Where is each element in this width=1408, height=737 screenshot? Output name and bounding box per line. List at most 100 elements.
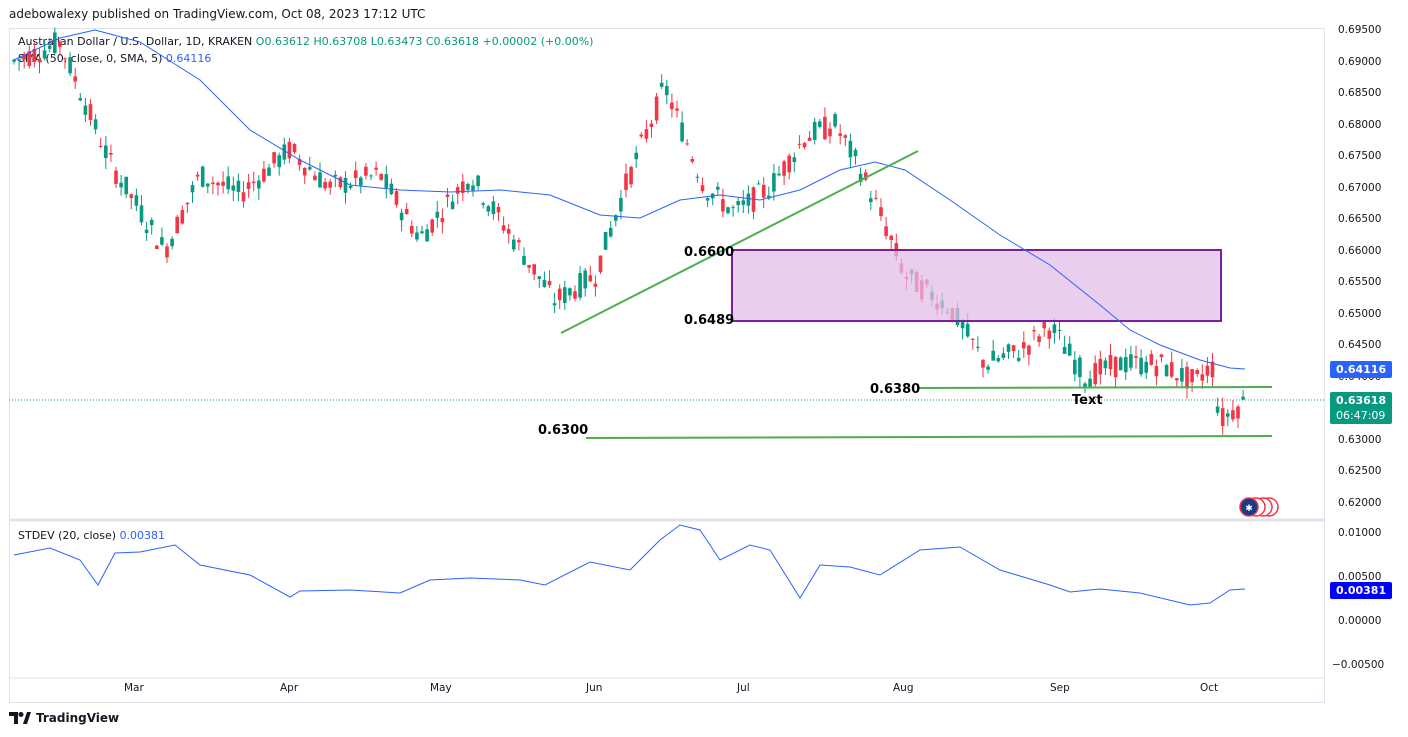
candle-body xyxy=(1022,342,1026,349)
bar-countdown: 06:47:09 xyxy=(1336,409,1386,422)
candle-body xyxy=(404,209,409,215)
candle-body xyxy=(1236,406,1240,419)
label-level-6300[interactable]: 0.6300 xyxy=(538,423,589,438)
candle-body xyxy=(721,199,725,212)
candle-body xyxy=(88,104,93,121)
time-tick-label: Jun xyxy=(586,682,603,694)
candle-body xyxy=(665,86,669,96)
candle-body xyxy=(180,210,185,224)
uptrend-line[interactable] xyxy=(560,150,919,334)
price-tick-label: 0.62000 xyxy=(1338,496,1382,509)
candle-body xyxy=(1027,345,1031,355)
label-level-6380[interactable]: 0.6380 xyxy=(870,382,921,397)
candle-body xyxy=(1159,354,1164,358)
candle-body xyxy=(874,197,878,199)
tradingview-logo[interactable]: TradingView xyxy=(9,711,119,725)
candle-body xyxy=(333,174,338,177)
candle-body xyxy=(1129,354,1133,368)
candle-body xyxy=(241,192,246,202)
candle-body xyxy=(190,185,195,193)
candle-body xyxy=(716,186,720,190)
support-line-6380[interactable] xyxy=(917,386,1273,389)
time-tick-label: May xyxy=(430,682,452,694)
candle-body xyxy=(802,143,807,148)
candle-body xyxy=(532,264,536,275)
stdev-legend[interactable]: STDEV (20, close) 0.00381 xyxy=(18,529,165,542)
candle-body xyxy=(425,229,429,242)
candle-body xyxy=(634,152,638,160)
time-tick-label: Jul xyxy=(737,682,750,694)
candle-body xyxy=(1190,369,1194,383)
candle-body xyxy=(812,121,817,140)
candle-body xyxy=(435,211,440,218)
label-level-6600[interactable]: 0.6600 xyxy=(684,245,735,260)
stdev-label: STDEV (20, close) xyxy=(18,529,117,542)
candle-body xyxy=(614,215,618,221)
candle-body xyxy=(129,194,134,198)
candle-body xyxy=(1226,413,1230,417)
candle-body xyxy=(348,186,353,188)
candle-body xyxy=(287,141,292,159)
candle-body xyxy=(659,82,664,87)
candle-body xyxy=(1164,364,1169,377)
candle-body xyxy=(170,238,174,247)
candle-body xyxy=(78,98,83,101)
candle-body xyxy=(700,185,705,192)
candle-body xyxy=(537,276,542,279)
candle-body xyxy=(160,237,164,245)
candle-body xyxy=(22,55,26,60)
candle-body xyxy=(843,135,848,138)
candle-body xyxy=(68,57,72,74)
candle-body xyxy=(1108,354,1113,370)
candle-body xyxy=(1067,343,1072,356)
candle-body xyxy=(384,174,389,188)
candle-body xyxy=(1124,357,1128,373)
candle-body xyxy=(455,187,460,194)
candle-body xyxy=(37,59,42,63)
candle-body xyxy=(1103,360,1108,369)
price-tick-label: 0.67500 xyxy=(1338,150,1382,162)
candle-body xyxy=(1205,365,1210,376)
support-line-6300[interactable] xyxy=(585,435,1273,439)
supply-zone-rectangle[interactable] xyxy=(731,249,1222,322)
candle-body xyxy=(736,201,740,206)
candle-body xyxy=(471,185,475,191)
candle-body xyxy=(1093,363,1097,385)
tradingview-logo-icon xyxy=(9,712,31,724)
sma-legend[interactable]: SMA (50, close, 0, SMA, 5) 0.64116 xyxy=(18,52,211,65)
candle-body xyxy=(644,129,649,139)
chart-frame[interactable] xyxy=(9,28,1325,703)
candle-body xyxy=(1098,358,1103,375)
ohlc-close: C0.63618 xyxy=(425,35,480,48)
candle-body xyxy=(787,155,791,173)
candle-body xyxy=(501,225,506,231)
candle-body xyxy=(144,229,149,233)
candle-body xyxy=(149,219,154,226)
candle-body xyxy=(1154,365,1159,377)
candle-body xyxy=(858,173,863,182)
candle-body xyxy=(47,45,52,49)
candle-body xyxy=(649,123,654,128)
candle-body xyxy=(680,122,684,142)
candle-body xyxy=(853,149,858,157)
stdev-value-tag: 0.00381 xyxy=(1330,582,1393,599)
price-tick-label: 0.66500 xyxy=(1338,213,1382,225)
symbol-name: Australian Dollar / U.S. Dollar, 1D, KRA… xyxy=(18,35,253,48)
candle-body xyxy=(777,173,781,176)
candle-body xyxy=(272,152,276,164)
candle-body xyxy=(889,235,893,241)
candle-body xyxy=(450,201,455,209)
candle-body xyxy=(491,201,496,215)
text-marker[interactable]: Text xyxy=(1072,393,1103,408)
label-level-6489[interactable]: 0.6489 xyxy=(684,313,735,328)
sma-value: 0.64116 xyxy=(165,52,212,65)
candle-body xyxy=(1144,361,1148,373)
candle-body xyxy=(415,232,419,240)
events-flag-icon[interactable]: ✱ xyxy=(1239,497,1279,517)
candle-body xyxy=(236,180,241,192)
candle-body xyxy=(155,245,159,250)
symbol-legend[interactable]: Australian Dollar / U.S. Dollar, 1D, KRA… xyxy=(18,35,593,48)
candle-body xyxy=(27,51,32,66)
candle-body xyxy=(1169,362,1174,377)
